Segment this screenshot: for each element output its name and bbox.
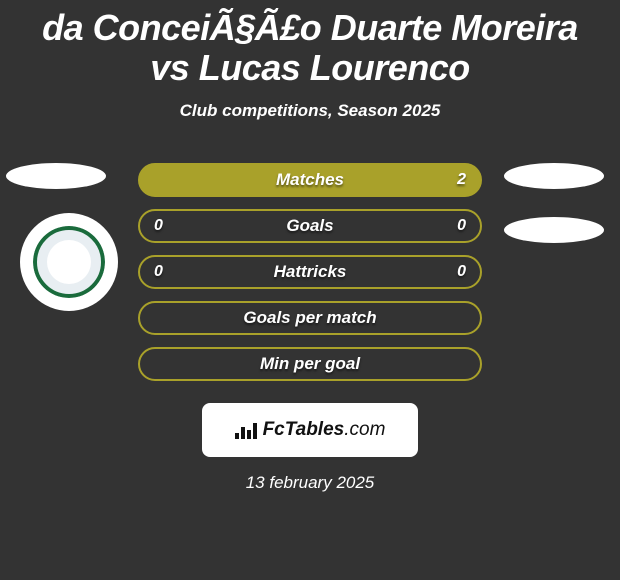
- right-pill: [504, 217, 604, 243]
- stats-area: Matches 2 0 Goals 0 0 Hattricks 0 Goals per matc…: [0, 163, 620, 393]
- stat-label: Matches: [276, 170, 344, 190]
- left-club-logo-center: [47, 240, 91, 284]
- left-club-logo: [20, 213, 118, 311]
- stat-value-right: 2: [457, 171, 466, 189]
- stat-bar: 0 Hattricks 0: [138, 255, 482, 289]
- subtitle: Club competitions, Season 2025: [0, 101, 620, 121]
- stat-label: Min per goal: [260, 354, 360, 374]
- stat-bar: Min per goal: [138, 347, 482, 381]
- stat-value-right: 0: [457, 263, 466, 281]
- fctables-domain: .com: [344, 419, 385, 440]
- stat-value-left: 0: [154, 217, 163, 235]
- stat-bars: Matches 2 0 Goals 0 0 Hattricks 0 Goals per matc…: [138, 163, 482, 393]
- page-title: da ConceiÃ§Ã£o Duarte Moreira vs Lucas L…: [0, 0, 620, 87]
- stat-value-right: 0: [457, 217, 466, 235]
- bar-chart-icon: [235, 421, 257, 439]
- right-pill: [504, 163, 604, 189]
- fctables-text: FcTables.com: [263, 419, 386, 441]
- fctables-badge: FcTables.com: [202, 403, 418, 457]
- fctables-brand: FcTables: [263, 419, 345, 440]
- stat-bar: Matches 2: [138, 163, 482, 197]
- stat-bar: 0 Goals 0: [138, 209, 482, 243]
- stat-label: Goals: [286, 216, 333, 236]
- stat-value-left: 0: [154, 263, 163, 281]
- stat-bar: Goals per match: [138, 301, 482, 335]
- left-pill: [6, 163, 106, 189]
- date-text: 13 february 2025: [0, 473, 620, 493]
- stat-label: Goals per match: [243, 308, 376, 328]
- root: da ConceiÃ§Ã£o Duarte Moreira vs Lucas L…: [0, 0, 620, 580]
- left-club-logo-inner: [33, 226, 105, 298]
- stat-label: Hattricks: [274, 262, 347, 282]
